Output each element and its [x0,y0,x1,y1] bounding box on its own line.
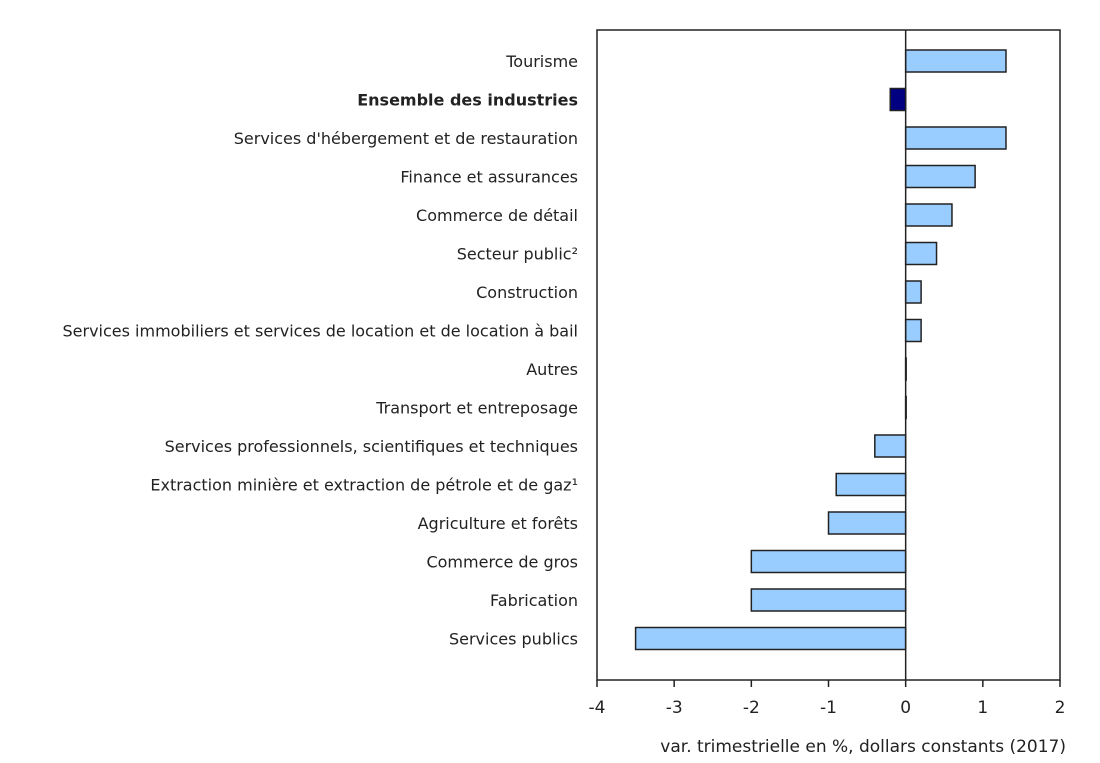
bar [904,49,1007,73]
bar [750,549,907,574]
category-label: Ensemble des industries [357,91,578,110]
x-tick-label: -1 [820,698,837,718]
category-label: Finance et assurances [400,168,578,187]
bar [827,511,907,535]
x-tick-label: -4 [589,698,606,718]
category-label: Fabrication [490,591,578,610]
category-label: Tourisme [505,52,578,71]
category-label: Commerce de détail [416,206,578,225]
category-label: Agriculture et forêts [418,514,578,533]
x-axis-label: var. trimestrielle en %, dollars constan… [660,737,1066,757]
x-tick-label: 0 [900,698,911,718]
bar [904,241,938,266]
x-tick-label: 1 [977,698,988,718]
category-label: Autres [526,360,578,379]
category-label: Services professionnels, scientifiques e… [165,437,578,456]
category-label: Services publics [449,630,578,649]
bar [904,126,1007,150]
x-tick-label: -3 [666,698,683,718]
category-label: Construction [476,283,578,302]
bar [904,280,922,304]
bar [750,588,907,612]
category-label: Services immobiliers et services de loca… [63,322,579,341]
category-label: Secteur public² [457,245,578,264]
category-label: Extraction minière et extraction de pétr… [150,476,578,495]
category-label: Services d'hébergement et de restauratio… [234,129,578,148]
category-label: Commerce de gros [426,553,578,572]
bar [904,203,953,227]
bar [835,472,907,497]
bar [904,164,976,189]
x-tick-label: 2 [1055,698,1066,718]
category-label: Transport et entreposage [375,399,578,418]
bar [634,626,907,651]
bar [889,87,907,112]
bar [904,318,922,343]
bar [874,434,907,458]
x-tick-label: -2 [743,698,760,718]
